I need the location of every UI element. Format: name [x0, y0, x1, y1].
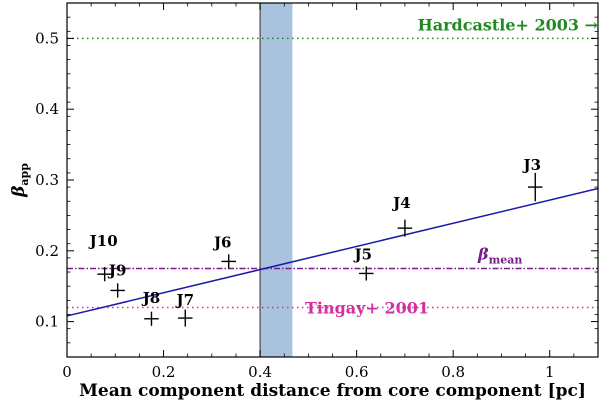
hardcastle-label: Hardcastle+ 2003 →	[418, 15, 598, 34]
point-label-j9: J9	[107, 261, 127, 279]
y-tick-label: 0.3	[35, 171, 59, 189]
data-point-j3	[528, 172, 543, 202]
point-label-j5: J5	[353, 245, 373, 263]
tingay-label: Tingay+ 2001	[305, 298, 429, 317]
x-axis-title: Mean component distance from core compon…	[79, 381, 586, 401]
y-tick-label: 0.2	[35, 242, 59, 260]
data-point-j5	[359, 266, 374, 281]
y-axis-title-subscript: app	[18, 163, 31, 186]
data-point-j4	[397, 219, 413, 237]
shaded-band	[260, 3, 293, 357]
x-tick-label: 0.2	[152, 363, 176, 381]
mean-label: βmean	[477, 245, 522, 267]
data-point-j7	[178, 309, 193, 327]
y-tick-label: 0.4	[35, 100, 59, 118]
y-tick-label: 0.1	[35, 313, 59, 331]
y-tick-label: 0.5	[35, 29, 59, 47]
x-tick-label: 0.8	[441, 363, 465, 381]
x-tick-label: 0.6	[345, 363, 369, 381]
mean-label-subscript: mean	[489, 254, 523, 267]
point-label-j4: J4	[391, 194, 411, 212]
mean-label-symbol: β	[477, 245, 489, 264]
data-point-j10	[97, 267, 112, 282]
point-label-j10: J10	[88, 232, 118, 250]
fit-line	[66, 187, 599, 317]
point-label-j3: J3	[521, 156, 541, 174]
x-tick-label: 1	[545, 363, 555, 381]
x-tick-label: 0.4	[248, 363, 272, 381]
point-label-j6: J6	[212, 233, 232, 251]
point-label-j7: J7	[174, 291, 194, 309]
y-axis-title-symbol: β	[9, 186, 29, 198]
x-tick-label: 0	[62, 363, 72, 381]
data-point-j8	[144, 311, 159, 326]
data-point-j6	[221, 254, 236, 269]
y-axis-title: βapp	[9, 163, 31, 198]
point-label-j8: J8	[141, 289, 161, 307]
data-point-j9	[110, 283, 125, 298]
